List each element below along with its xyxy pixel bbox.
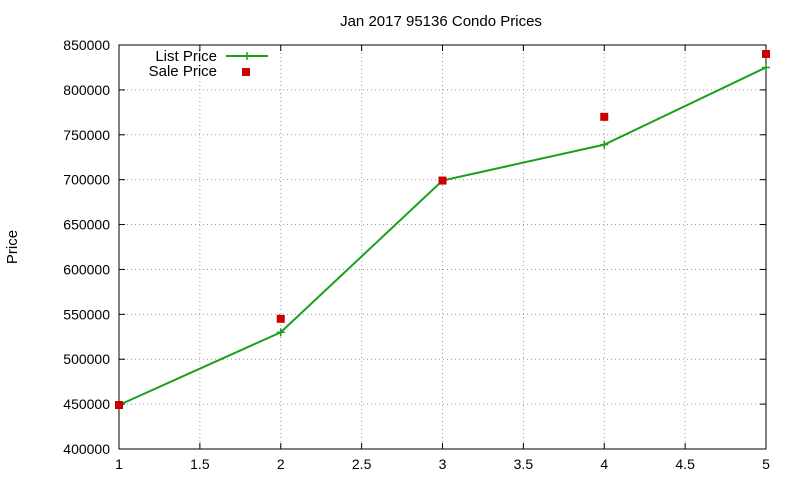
plot-area-border <box>118 44 767 450</box>
sale-price-point <box>762 49 770 58</box>
list-price-point <box>276 328 285 337</box>
chart-title: Jan 2017 95136 Condo Prices <box>340 13 542 30</box>
y-tick-label: 850000 <box>63 37 110 53</box>
sale-price-point <box>115 401 123 410</box>
legend-label-list-price: List Price <box>155 48 217 65</box>
sale-price-point <box>438 176 447 185</box>
y-tick-label: 450000 <box>63 396 110 412</box>
y-tick-label: 650000 <box>63 217 110 233</box>
x-tick-label: 1.5 <box>190 456 210 472</box>
y-tick-label: 550000 <box>63 306 110 322</box>
sale-price-point <box>276 314 285 323</box>
x-tick-label: 4 <box>600 456 608 472</box>
x-tick-label: 1 <box>115 456 123 472</box>
y-tick-label: 750000 <box>63 127 110 143</box>
legend-marker-list-price <box>243 52 251 60</box>
y-tick-label: 500000 <box>63 351 110 367</box>
axis-ticks: 1 1.5 2 2.5 3 3.5 4 4.5 5 400000 450000 500000 55000… <box>63 37 770 472</box>
x-tick-label: 4.5 <box>675 456 695 472</box>
y-tick-label: 400000 <box>63 441 110 457</box>
x-tick-label: 2.5 <box>352 456 372 472</box>
y-tick-label: 600000 <box>63 261 110 277</box>
grid-lines <box>119 45 766 449</box>
y-axis-label: Price <box>4 230 21 264</box>
y-tick-label: 800000 <box>63 82 110 98</box>
y-tick-label: 700000 <box>63 172 110 188</box>
sale-price-point <box>600 112 609 121</box>
x-tick-label: 5 <box>762 456 770 472</box>
data-series <box>115 49 770 410</box>
legend-label-sale-price: Sale Price <box>149 63 217 80</box>
legend-marker-sale-price <box>242 68 250 76</box>
list-price-line <box>118 66 767 406</box>
list-price-point <box>762 63 770 72</box>
x-tick-label: 2 <box>277 456 285 472</box>
x-tick-label: 3.5 <box>514 456 534 472</box>
list-price-point <box>600 140 609 149</box>
x-tick-label: 3 <box>439 456 447 472</box>
